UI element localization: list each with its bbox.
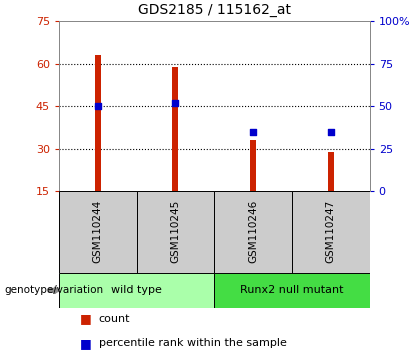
Text: GSM110247: GSM110247: [326, 200, 336, 263]
Text: percentile rank within the sample: percentile rank within the sample: [99, 338, 286, 348]
Bar: [136, 191, 214, 273]
Bar: [214, 273, 370, 308]
Bar: [59, 191, 136, 273]
Text: GSM110245: GSM110245: [171, 200, 180, 263]
Text: wild type: wild type: [111, 285, 162, 295]
Text: GSM110244: GSM110244: [93, 200, 102, 263]
Point: [94, 103, 101, 109]
Text: GSM110246: GSM110246: [248, 200, 258, 263]
Bar: [328, 152, 334, 191]
Text: count: count: [99, 314, 130, 324]
Bar: [59, 273, 214, 308]
Text: genotype/variation: genotype/variation: [4, 285, 103, 295]
Bar: [292, 191, 370, 273]
Text: ■: ■: [80, 337, 92, 350]
Text: Runx2 null mutant: Runx2 null mutant: [240, 285, 344, 295]
Bar: [172, 67, 178, 191]
Text: ■: ■: [80, 312, 92, 325]
Bar: [214, 191, 292, 273]
Bar: [94, 55, 101, 191]
Point: [172, 101, 179, 106]
Point: [328, 129, 334, 135]
Bar: [250, 140, 256, 191]
Title: GDS2185 / 115162_at: GDS2185 / 115162_at: [138, 4, 291, 17]
Point: [249, 129, 256, 135]
